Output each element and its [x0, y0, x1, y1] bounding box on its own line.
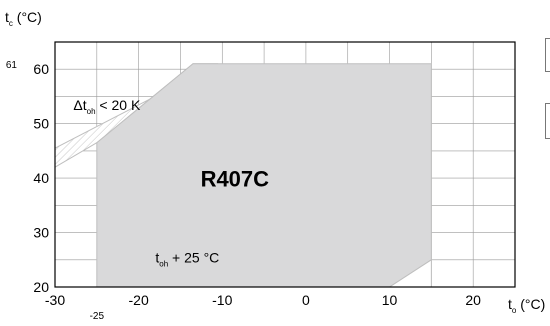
y-tick-label-extra: 61	[6, 60, 18, 71]
plot-frame-rect	[54, 41, 516, 288]
y-tick-label: 50	[33, 116, 49, 132]
annotation-delta: Δtoh < 20 K	[73, 97, 141, 116]
plot-frame	[54, 41, 516, 288]
y-tick-label: 60	[33, 61, 49, 77]
annotation-superheat: toh + 25 °C	[155, 250, 219, 269]
x-tick-label: 20	[465, 292, 481, 308]
envelope-label: R407C	[201, 166, 270, 191]
x-tick-label-extra: -25	[90, 311, 105, 322]
x-tick-label: -30	[45, 292, 65, 308]
x-tick-label: 10	[382, 292, 398, 308]
y-tick-label: 20	[33, 279, 49, 295]
side-box-top	[545, 38, 550, 72]
x-axis-label: to (°C)	[508, 296, 545, 315]
y-tick-label: 30	[33, 225, 49, 241]
side-box-bottom	[545, 103, 550, 139]
x-tick-label: -10	[212, 292, 232, 308]
x-tick-label: -20	[129, 292, 149, 308]
x-tick-label: 0	[302, 292, 310, 308]
tick-labels: 20 30 40 50 60 -30 -20 -10 0 10 20 -25 61	[6, 60, 481, 322]
y-axis-label: tc (°C)	[5, 9, 42, 28]
envelope-areas	[54, 63, 432, 288]
y-tick-label: 40	[33, 170, 49, 186]
chart-labels: tc (°C) to (°C) R407C Δtoh < 20 K toh + 25 °…	[5, 9, 545, 315]
